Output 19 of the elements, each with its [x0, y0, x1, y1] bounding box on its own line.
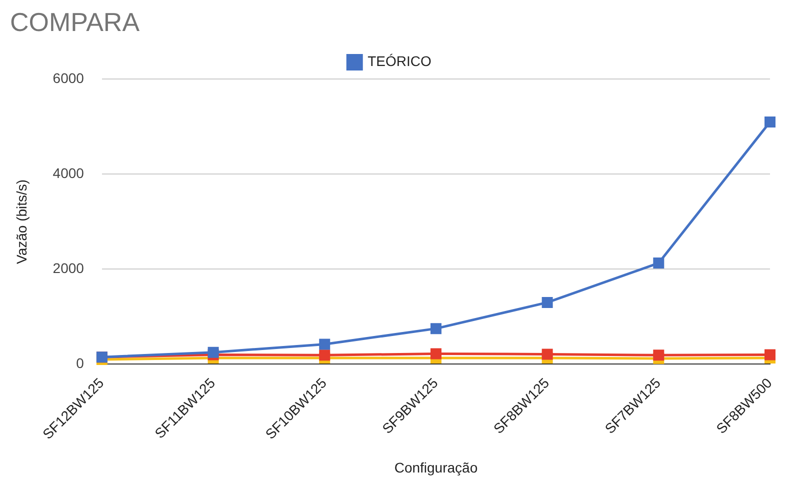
y-tick-label: 2000 — [52, 260, 84, 276]
point — [542, 348, 553, 360]
point — [319, 338, 330, 350]
x-axis-title: Configuração — [394, 459, 478, 476]
y-axis-title: Vazão (bits/s) — [13, 179, 30, 264]
y-tick-label: 4000 — [52, 165, 84, 182]
legend-label: TEÓRICO — [368, 53, 432, 70]
y-tick-label: 6000 — [52, 70, 84, 86]
point — [319, 350, 330, 361]
point — [764, 116, 776, 128]
point — [208, 346, 219, 358]
y-tick-label: 0 — [76, 355, 84, 372]
point — [430, 323, 442, 334]
chart-title: COMPARA — [10, 6, 140, 37]
point — [764, 349, 776, 360]
point — [542, 296, 553, 308]
point — [653, 258, 664, 269]
point — [430, 348, 442, 360]
point — [653, 350, 664, 361]
